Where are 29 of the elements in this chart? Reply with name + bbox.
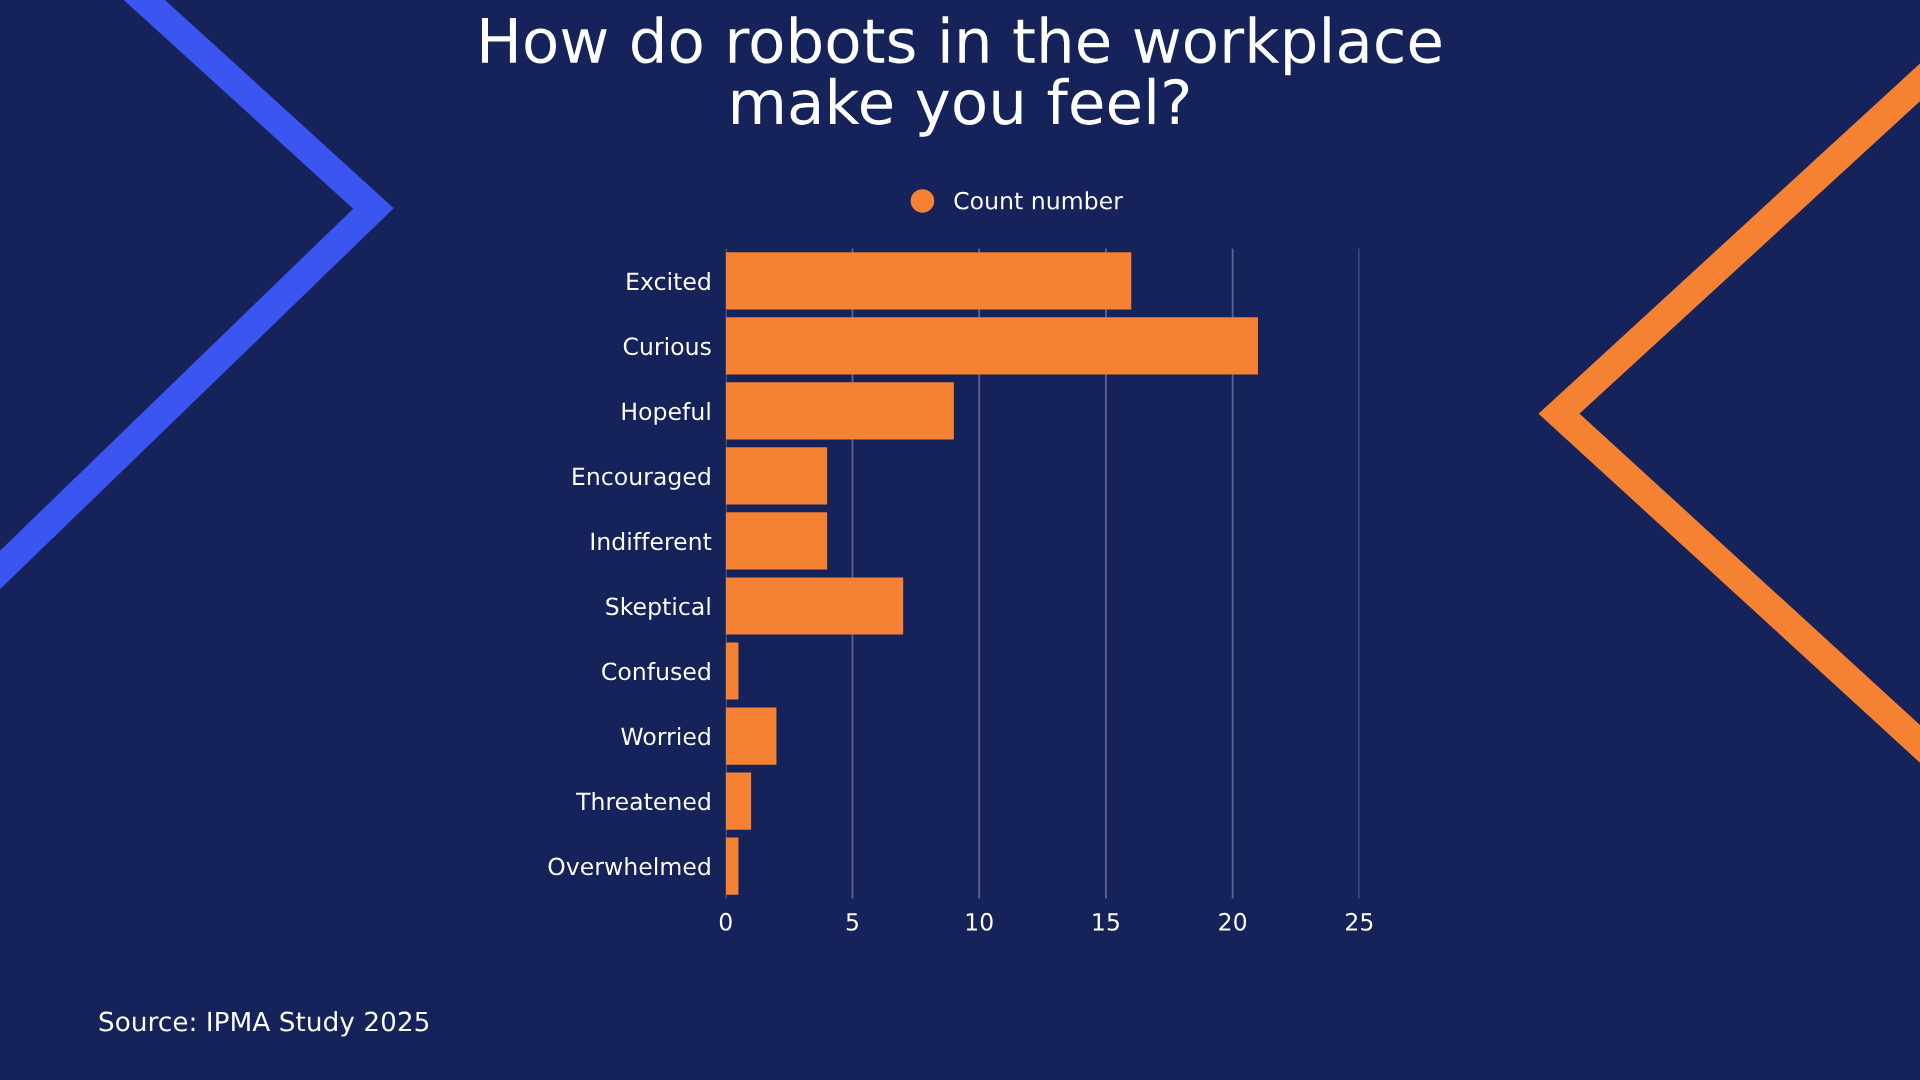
x-tick-label: 20	[1219, 912, 1247, 931]
y-tick-label: Hopeful	[622, 401, 710, 425]
bar	[725, 772, 752, 830]
bar	[725, 577, 904, 635]
source-note: Source: IPMA Study 2025	[99, 1011, 429, 1037]
y-tick-label: Worried	[621, 727, 710, 746]
x-tick-label: 25	[1346, 912, 1373, 931]
y-tick-label: Encouraged	[573, 466, 710, 490]
chart-title: How do robots in the workplace make you feel?	[481, 16, 1441, 137]
legend-label: Count number	[954, 191, 1123, 210]
bar	[725, 317, 1258, 375]
x-tick-label: 10	[966, 912, 993, 931]
bar	[725, 707, 777, 765]
y-tick-label: Skeptical	[606, 597, 710, 620]
bar	[725, 512, 828, 570]
y-tick-label: Indifferent	[591, 532, 712, 551]
y-tick-label: Confused	[602, 662, 710, 681]
bar	[725, 447, 828, 505]
bar	[725, 382, 954, 440]
y-tick-label: Curious	[623, 336, 711, 356]
y-tick-label: Threatened	[575, 792, 710, 811]
y-tick-label: Overwhelmed	[548, 857, 710, 876]
x-tick-label: 0	[719, 912, 732, 931]
x-tick-label: 5	[846, 913, 858, 931]
bar	[725, 252, 1132, 310]
x-tick-label: 15	[1093, 913, 1119, 931]
bar	[725, 837, 739, 895]
bar	[725, 642, 739, 700]
y-tick-label: Excited	[627, 271, 710, 291]
